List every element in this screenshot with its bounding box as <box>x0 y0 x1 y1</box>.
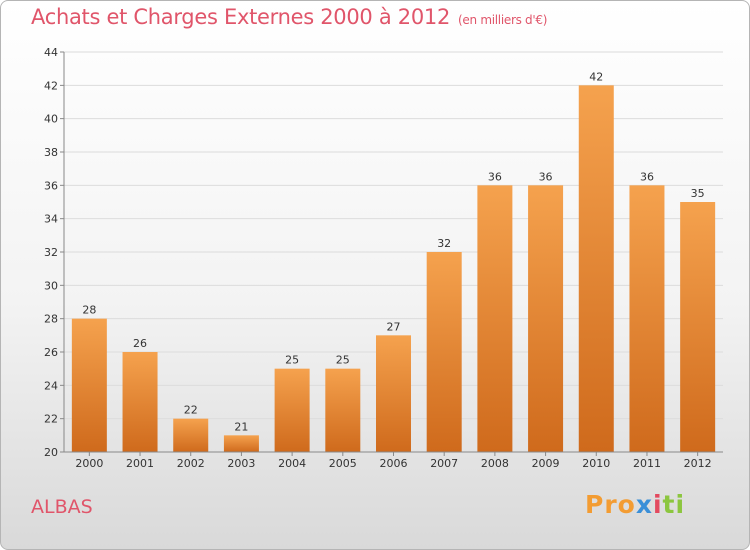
data-label-2012: 35 <box>691 187 705 200</box>
x-tick-label-2001: 2001 <box>126 457 154 470</box>
x-tick-label-2007: 2007 <box>430 457 458 470</box>
x-tick-label-2012: 2012 <box>684 457 712 470</box>
bar-2004 <box>274 368 310 452</box>
y-tick-label: 36 <box>44 179 58 192</box>
bar-2009 <box>528 185 564 453</box>
proxiti-logo: Proxiti <box>585 490 686 519</box>
data-label-2001: 26 <box>133 337 147 350</box>
bar-2007 <box>426 252 462 452</box>
chart-title-text: Achats et Charges Externes 2000 à 2012 <box>31 5 451 29</box>
data-label-2004: 25 <box>285 354 299 367</box>
data-label-2002: 22 <box>184 404 198 417</box>
y-tick-label: 22 <box>44 413 58 426</box>
x-tick-label-2010: 2010 <box>582 457 610 470</box>
y-tick-label: 44 <box>44 46 58 59</box>
y-tick-label: 40 <box>44 113 58 126</box>
data-label-2009: 36 <box>539 170 553 183</box>
chart-unit: (en milliers d'€) <box>458 13 548 27</box>
data-label-2003: 21 <box>234 420 248 433</box>
commune-name: ALBAS <box>31 496 93 518</box>
y-tick-label: 38 <box>44 146 58 159</box>
data-label-2005: 25 <box>336 354 350 367</box>
bar-2012 <box>680 202 716 452</box>
x-tick-label-2009: 2009 <box>532 457 560 470</box>
x-tick-label-2005: 2005 <box>329 457 357 470</box>
y-tick-label: 24 <box>44 379 58 392</box>
bar-2005 <box>325 368 361 452</box>
data-label-2007: 32 <box>437 237 451 250</box>
x-tick-label-2008: 2008 <box>481 457 509 470</box>
bar-2008 <box>477 185 513 453</box>
y-tick-label: 34 <box>44 213 58 226</box>
y-tick-label: 20 <box>44 446 58 459</box>
data-label-2000: 28 <box>82 304 96 317</box>
data-label-2010: 42 <box>589 70 603 83</box>
bar-2001 <box>122 352 158 452</box>
x-tick-label-2004: 2004 <box>278 457 306 470</box>
x-tick-label-2000: 2000 <box>75 457 103 470</box>
data-label-2006: 27 <box>387 320 401 333</box>
bar-2000 <box>71 318 107 452</box>
y-tick-label: 42 <box>44 79 58 92</box>
bar-2003 <box>223 435 259 452</box>
y-tick-label: 32 <box>44 246 58 259</box>
y-tick-label: 30 <box>44 279 58 292</box>
y-tick-label: 26 <box>44 346 58 359</box>
x-tick-label-2002: 2002 <box>177 457 205 470</box>
bar-2011 <box>629 185 665 453</box>
data-label-2008: 36 <box>488 170 502 183</box>
chart-title: Achats et Charges Externes 2000 à 2012 (e… <box>31 5 547 29</box>
x-tick-label-2003: 2003 <box>227 457 255 470</box>
data-label-2011: 36 <box>640 170 654 183</box>
bar-2010 <box>578 85 614 452</box>
bar-2002 <box>173 418 209 452</box>
x-tick-label-2011: 2011 <box>633 457 661 470</box>
bar-2006 <box>376 335 411 452</box>
y-tick-label: 28 <box>44 313 58 326</box>
x-tick-label-2006: 2006 <box>380 457 408 470</box>
